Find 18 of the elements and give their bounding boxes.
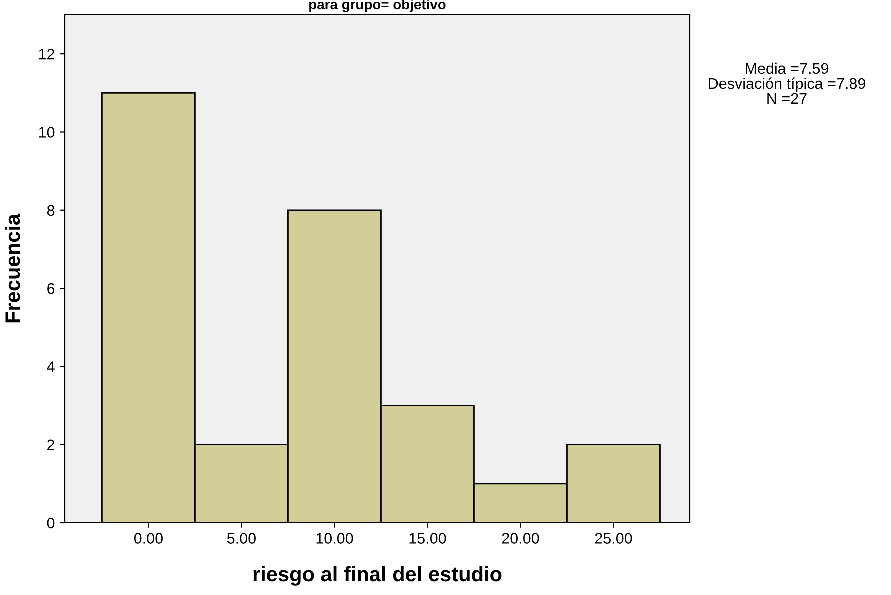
y-tick-label: 6 xyxy=(48,283,55,294)
x-tick-label: 5.00 xyxy=(227,533,256,544)
y-tick-label: 8 xyxy=(47,205,55,216)
y-axis-title: Frecuencia xyxy=(4,214,20,323)
x-tick-label: 0.00 xyxy=(134,533,163,544)
y-tick-label: 12 xyxy=(39,48,55,60)
y-tick-label: 10 xyxy=(39,127,55,138)
x-tick-label: 15.00 xyxy=(410,533,446,544)
x-axis-title: riesgo al final del estudio xyxy=(254,566,502,586)
x-tick-label: 25.00 xyxy=(595,533,632,544)
text: Media =7.59 xyxy=(746,62,829,74)
y-tick-label: 0 xyxy=(47,518,55,529)
text: Desviación típica =7.89 xyxy=(709,78,866,92)
y-tick-label: 2 xyxy=(48,440,55,450)
text: N =27 xyxy=(768,93,807,104)
x-tick-label: 20.00 xyxy=(502,533,540,544)
y-tick-label: 4 xyxy=(47,362,55,372)
x-tick-label: 10.00 xyxy=(316,533,354,544)
